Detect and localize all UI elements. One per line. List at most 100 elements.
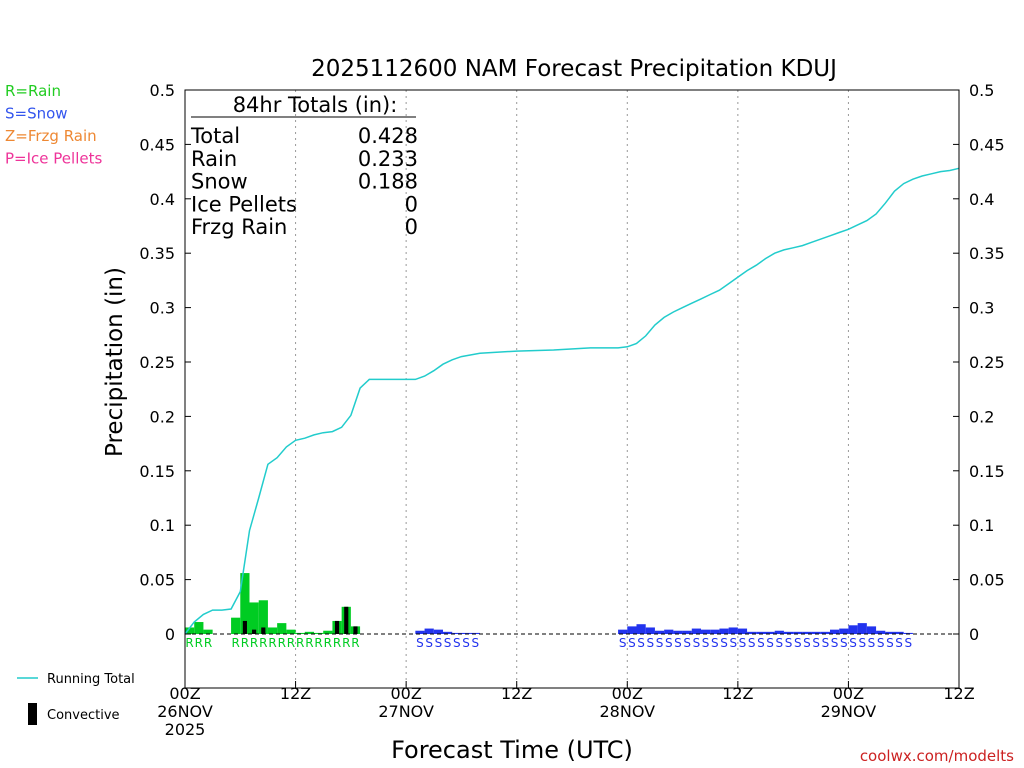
x-tick-label: 26NOV — [157, 702, 213, 721]
y-tick-label: 0.4 — [150, 190, 175, 209]
totals-header: 84hr Totals (in): — [233, 93, 398, 117]
precip-type-letter: S — [905, 636, 913, 650]
y-axis-label: Precipitation (in) — [102, 267, 128, 457]
precip-bar — [461, 632, 471, 634]
precip-type-letter: R — [268, 636, 276, 650]
precip-bar — [443, 631, 453, 634]
precip-type-letter: S — [776, 636, 784, 650]
running-total-line — [184, 167, 960, 635]
precip-bar — [645, 627, 655, 634]
convective-bars — [242, 606, 358, 634]
precip-type-letter: S — [674, 636, 682, 650]
convective-bar — [261, 627, 266, 634]
precip-bar — [728, 627, 738, 634]
y-tick-label-right: 0.2 — [969, 407, 994, 426]
precip-bar — [231, 617, 241, 634]
precip-type-letter: R — [195, 636, 203, 650]
precip-type-letter: S — [453, 636, 461, 650]
x-tick-label: 2025 — [165, 720, 206, 739]
precip-type-letter: R — [287, 636, 295, 650]
x-tick-label: 28NOV — [599, 702, 655, 721]
precip-type-letter: S — [785, 636, 793, 650]
x-tick-label: 29NOV — [821, 702, 877, 721]
precip-bar — [185, 627, 195, 634]
precip-type-letter: S — [895, 636, 903, 650]
precip-type-letter: S — [739, 636, 747, 650]
precip-type-letter: S — [471, 636, 479, 650]
y-tick-label: 0.1 — [150, 516, 175, 535]
precip-type-legend: R=Rain S=Snow Z=Frzg Rain P=Ice Pellets — [5, 82, 102, 168]
precip-type-letter: R — [333, 636, 341, 650]
y-tick-label: 0.45 — [139, 135, 175, 154]
precip-bar — [682, 630, 692, 634]
precip-bar — [691, 628, 701, 634]
precip-type-letter: R — [259, 636, 267, 650]
precip-type-legend-entry: S=Snow — [5, 105, 68, 123]
precip-type-letter: R — [250, 636, 258, 650]
precip-type-letter: S — [462, 636, 470, 650]
totals-row-value: 0.428 — [358, 124, 418, 148]
precip-bar — [830, 629, 840, 634]
precip-bar — [866, 626, 877, 634]
precip-type-letter: S — [647, 636, 655, 650]
y-tick-label: 0 — [165, 625, 175, 644]
convective-bar — [334, 620, 340, 634]
precip-bar — [774, 630, 784, 634]
precip-bar — [433, 629, 443, 634]
totals-row-label: Rain — [191, 147, 237, 171]
y-tick-label: 0.3 — [150, 299, 175, 318]
grid-lines — [295, 90, 849, 688]
y-tick-label-right: 0.15 — [969, 462, 1005, 481]
precip-bar — [857, 623, 867, 634]
x-tick-label: 00Z — [612, 684, 643, 703]
precip-bar — [314, 632, 324, 634]
chart-title: 2025112600 NAM Forecast Precipitation KD… — [311, 56, 837, 82]
x-tick-label: 12Z — [280, 684, 311, 703]
totals-row-label: Total — [190, 124, 240, 148]
precip-bar — [765, 631, 775, 634]
y-tick-label: 0.5 — [150, 81, 175, 100]
precip-type-letter: S — [693, 636, 701, 650]
convective-bar — [242, 620, 247, 634]
precip-bar — [811, 631, 821, 634]
totals-row-value: 0.233 — [358, 147, 418, 171]
precip-type-letter: S — [637, 636, 645, 650]
y-tick-label: 0.05 — [139, 571, 175, 590]
x-tick-label: 12Z — [501, 684, 532, 703]
precip-bar — [839, 628, 849, 634]
precip-bars — [185, 573, 913, 634]
precip-bar — [203, 629, 213, 634]
precip-bar — [304, 631, 314, 634]
precip-bar — [627, 626, 637, 634]
precip-type-letter: R — [185, 636, 193, 650]
precip-type-letter: R — [232, 636, 240, 650]
credit-text: coolwx.com/modelts — [860, 747, 1014, 765]
precip-bar — [719, 628, 729, 634]
precip-type-letter: S — [720, 636, 728, 650]
precip-type-letter: R — [305, 636, 313, 650]
precip-bar — [802, 631, 812, 634]
precip-type-letter: S — [840, 636, 848, 650]
totals-box: 84hr Totals (in): Total 0.428 Rain 0.233 Snow… — [190, 93, 418, 239]
precip-type-letter: R — [204, 636, 212, 650]
precip-bar — [756, 631, 766, 634]
y-tick-label-right: 0.3 — [969, 299, 994, 318]
precip-type-legend-entry: Z=Frzg Rain — [5, 127, 97, 145]
series-legend-label: Running Total — [47, 672, 135, 687]
precip-bar — [636, 624, 646, 634]
precip-type-letter: S — [877, 636, 885, 650]
precip-type-legend-entry: R=Rain — [5, 82, 61, 100]
precip-type-letter: S — [757, 636, 765, 650]
precip-bar — [673, 630, 683, 634]
precip-bar — [277, 623, 287, 634]
precip-bar — [240, 573, 250, 634]
x-tick-label: 00Z — [833, 684, 864, 703]
precip-type-letter: S — [849, 636, 857, 650]
precip-bar — [424, 628, 434, 634]
precip-type-letter: R — [324, 636, 332, 650]
y-axis-left: 0 0.05 0.1 0.15 0.2 0.25 0.3 0.35 0.4 0.45 0.5 — [139, 81, 191, 644]
precip-type-letter: S — [656, 636, 664, 650]
precip-type-letter: S — [665, 636, 673, 650]
totals-row-value: 0 — [405, 192, 418, 216]
